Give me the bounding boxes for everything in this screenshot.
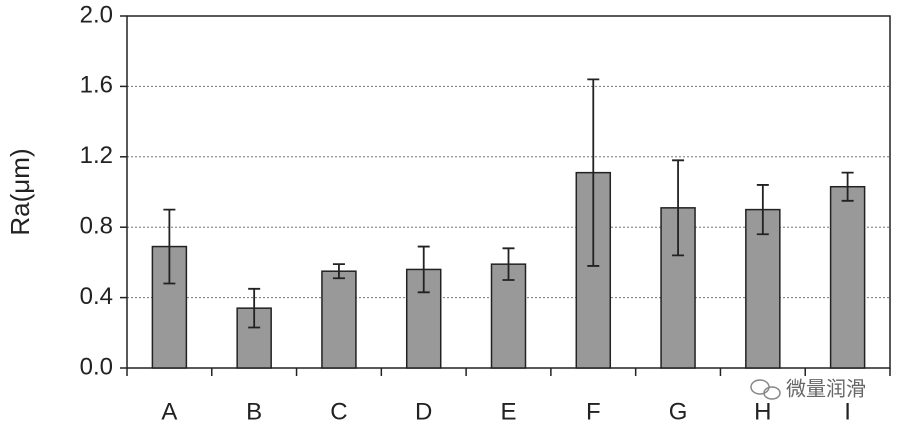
error-bar <box>587 78 600 267</box>
bar <box>745 208 781 369</box>
y-tick-label: 0.4 <box>80 283 113 310</box>
y-tick-label: 0.0 <box>80 353 113 380</box>
watermark: 微量润滑 <box>786 377 866 400</box>
x-tick-label: D <box>415 398 432 425</box>
watermark-icon <box>750 379 781 400</box>
bar <box>829 185 866 369</box>
bar <box>321 270 357 369</box>
error-bar <box>248 287 261 329</box>
x-tick-label: A <box>161 398 177 425</box>
error-bar <box>163 208 176 285</box>
error-bar <box>332 263 345 280</box>
y-tick-label: 1.2 <box>80 142 113 169</box>
x-tick-label: B <box>246 398 262 425</box>
y-tick-label: 1.6 <box>80 72 113 99</box>
y-tick-label: 0.8 <box>80 213 113 240</box>
error-bar <box>841 171 854 202</box>
x-tick-label: F <box>586 398 601 425</box>
y-axis-label: Ra(μm) <box>5 148 35 235</box>
bar <box>151 245 188 369</box>
error-bar <box>756 184 769 236</box>
y-tick-label: 2.0 <box>80 1 113 28</box>
error-bar <box>417 245 430 294</box>
x-tick-label: G <box>669 398 688 425</box>
x-tick-label: E <box>500 398 516 425</box>
error-bar <box>502 247 515 281</box>
x-tick-label: H <box>754 398 771 425</box>
error-bar <box>672 159 685 257</box>
x-tick-label: I <box>844 398 851 425</box>
x-tick-label: C <box>330 398 347 425</box>
